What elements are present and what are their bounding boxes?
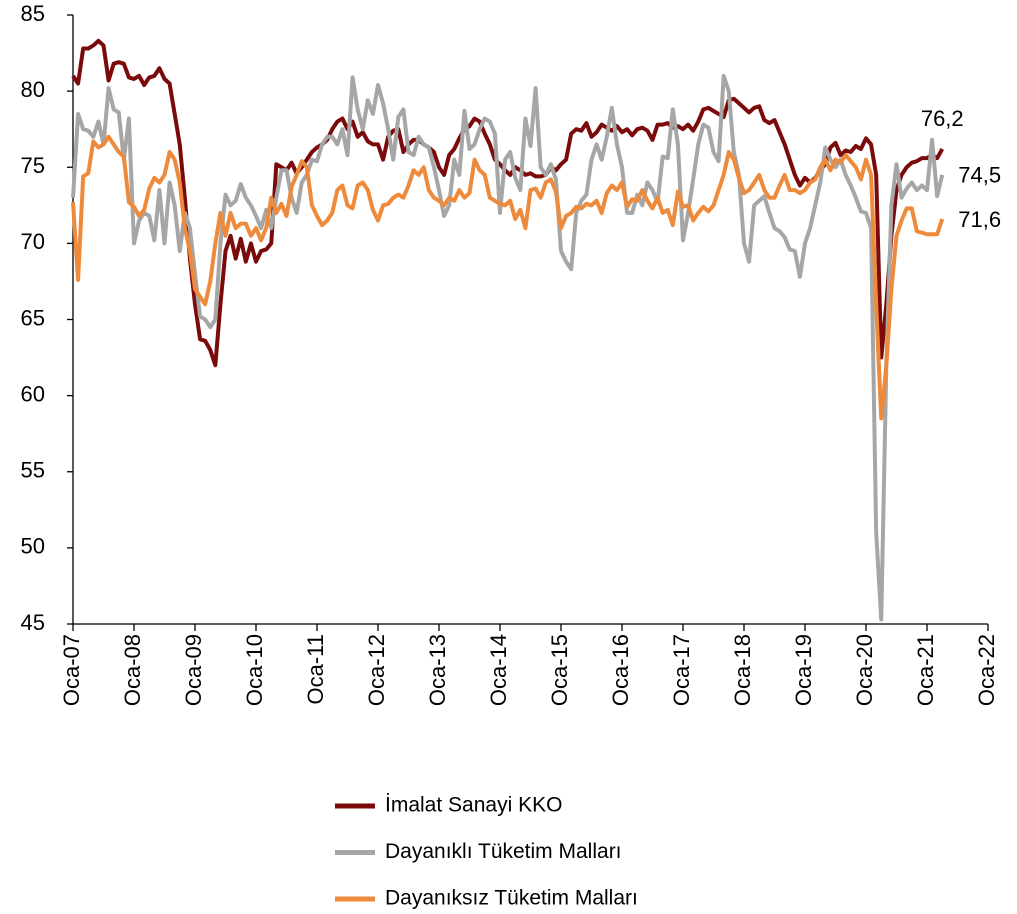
series-line (71, 134, 945, 421)
x-tick-label: Oca-08 (120, 634, 145, 706)
x-tick-label: Oca-10 (242, 634, 267, 706)
y-tick-label: 70 (21, 229, 45, 254)
x-tick-label: Oca-22 (974, 634, 999, 706)
y-tick-label: 45 (21, 610, 45, 635)
series-line (71, 73, 945, 622)
y-tick-label: 55 (21, 458, 45, 483)
legend-label: Dayanıklı Tüketim Malları (385, 840, 622, 863)
legend: İmalat Sanayi KKO Dayanıklı Tüketim Malla… (335, 794, 638, 910)
y-tick-label: 75 (21, 153, 45, 178)
y-tick-label: 80 (21, 77, 45, 102)
x-tick-label: Oca-16 (608, 634, 633, 706)
series-line (71, 38, 944, 368)
x-tick-label: Oca-13 (425, 634, 450, 706)
x-tick-label: Oca-11 (303, 634, 328, 705)
x-tick-label: Oca-19 (791, 634, 816, 706)
x-tick-label: Oca-12 (364, 634, 389, 706)
x-tick-label: Oca-21 (913, 634, 938, 706)
data-label: 71,6 (958, 207, 1001, 232)
data-label: 76,2 (921, 106, 964, 131)
x-tick-label: Oca-17 (669, 634, 694, 706)
x-tick-label: Oca-15 (547, 634, 572, 706)
x-tick-label: Oca-07 (59, 634, 84, 706)
y-tick-label: 50 (21, 534, 45, 559)
legend-label: Dayanıksız Tüketim Malları (385, 887, 638, 910)
x-tick-label: Oca-14 (486, 634, 511, 706)
y-tick-label: 65 (21, 305, 45, 330)
x-tick-label: Oca-18 (730, 634, 755, 706)
y-tick-label: 85 (21, 1, 45, 26)
y-tick-label: 60 (21, 381, 45, 406)
x-tick-label: Oca-20 (852, 634, 877, 706)
data-label: 74,5 (958, 163, 1001, 188)
legend-label: İmalat Sanayi KKO (385, 794, 562, 817)
x-tick-label: Oca-09 (181, 634, 206, 706)
